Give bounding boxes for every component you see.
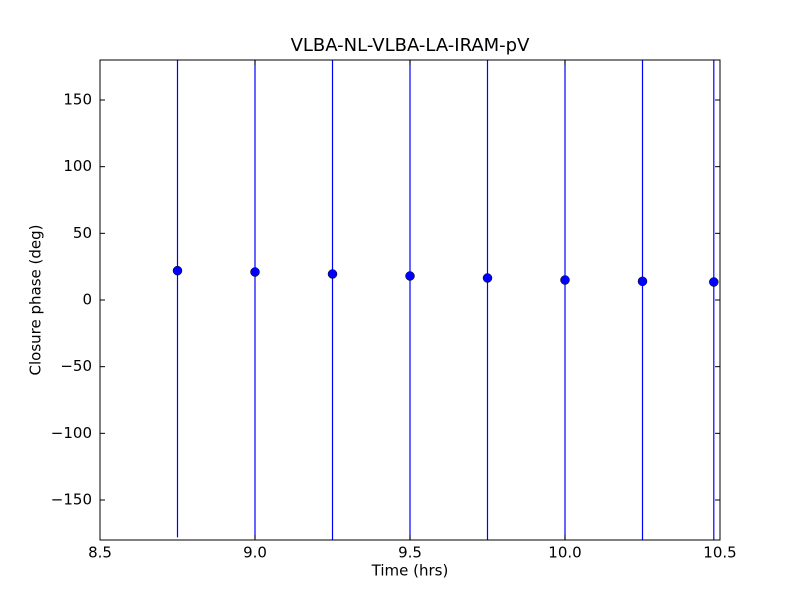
x-tick-label: 10.0 [548, 544, 581, 562]
y-tick-label: 100 [63, 157, 92, 175]
y-tick-label: 150 [63, 91, 92, 109]
x-tick-label: 10.5 [703, 544, 736, 562]
data-point [250, 267, 260, 277]
data-point [560, 275, 570, 285]
y-tick-label: −50 [60, 357, 92, 375]
data-point [482, 273, 493, 283]
chart-title: VLBA-NL-VLBA-LA-IRAM-pV [291, 35, 531, 56]
data-point [637, 276, 648, 287]
y-tick-label: 50 [73, 224, 92, 242]
data-point [327, 269, 338, 279]
data-point [709, 277, 719, 287]
y-tick-label: −100 [51, 424, 92, 442]
x-tick-label: 9.0 [243, 544, 267, 562]
y-tick-label: 0 [82, 291, 92, 309]
data-point [172, 265, 183, 276]
plot-area [172, 60, 719, 540]
x-axis-label: Time (hrs) [371, 562, 449, 580]
x-tick-label: 8.5 [88, 544, 112, 562]
y-tick-label: −150 [51, 491, 92, 509]
x-tick-label: 9.5 [398, 544, 422, 562]
data-point [405, 271, 415, 281]
y-axis-label: Closure phase (deg) [27, 225, 45, 376]
